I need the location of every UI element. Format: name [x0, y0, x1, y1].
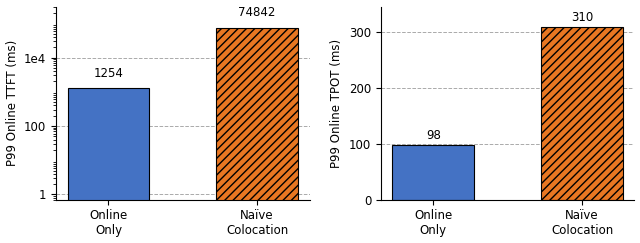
- Y-axis label: P99 Online TTFT (ms): P99 Online TTFT (ms): [6, 40, 19, 166]
- Text: 74842: 74842: [239, 6, 276, 19]
- Text: 98: 98: [426, 129, 441, 142]
- Bar: [392, 145, 474, 200]
- Bar: [216, 28, 298, 243]
- Bar: [541, 26, 623, 200]
- Text: 310: 310: [571, 11, 593, 24]
- Bar: [68, 88, 149, 243]
- Text: 1254: 1254: [93, 67, 124, 80]
- Y-axis label: P99 Online TPOT (ms): P99 Online TPOT (ms): [330, 39, 344, 168]
